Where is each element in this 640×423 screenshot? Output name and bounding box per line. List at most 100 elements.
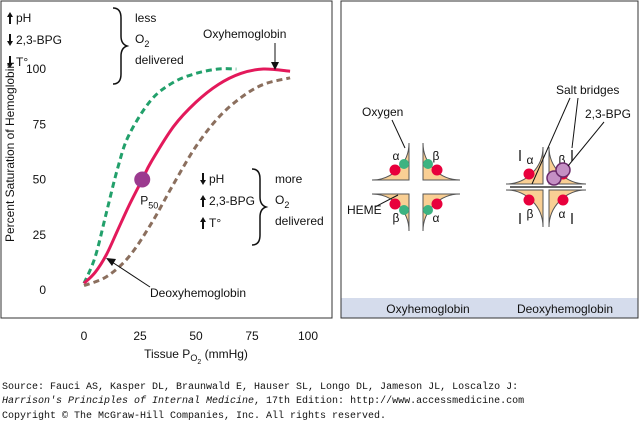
subunit-notch: [573, 148, 585, 160]
y-tick-label: 0: [39, 283, 46, 297]
subunit-label: α: [527, 153, 534, 167]
pointer: [391, 119, 406, 149]
caption-band: [341, 298, 638, 318]
heme: [389, 164, 401, 176]
label: less: [135, 11, 156, 25]
heme: [557, 194, 569, 206]
x-label-sub: O: [190, 353, 197, 363]
oxygen: [423, 205, 433, 215]
subunit-notch: [507, 214, 519, 226]
pointer: [374, 194, 399, 208]
y-axis-label: Percent Saturation of Hemoglobin: [3, 62, 17, 242]
label: O2: [275, 193, 289, 210]
curve: [82, 67, 291, 285]
right-panel: [340, 0, 639, 319]
subunit-notch: [447, 144, 459, 156]
subunit-notch: [373, 218, 385, 230]
oxygen: [399, 205, 409, 215]
y-tick-label: 25: [33, 228, 47, 242]
curve: [83, 76, 291, 287]
left-panel: [0, 0, 333, 319]
heme: [523, 168, 535, 180]
shift-arrow: [200, 195, 206, 207]
label-sub: 50: [148, 201, 158, 211]
label-text: delivered: [275, 214, 324, 228]
label: O2: [135, 32, 149, 49]
brace: [251, 168, 269, 246]
shift-factor: 2,3-BPG: [16, 33, 62, 47]
source-line: Harrison's Principles of Internal Medici…: [2, 395, 524, 407]
subunit-label: β: [559, 153, 566, 167]
source-text: , 17th Edition: http://www.accessmedicin…: [254, 395, 524, 407]
pointer: [571, 97, 579, 149]
subunit-label: α: [393, 149, 400, 163]
book-title: Harrison's Principles of Internal Medici…: [2, 395, 254, 407]
x-label-tail: (mmHg): [201, 347, 248, 361]
y-tick-label: 50: [33, 173, 47, 187]
p50-point: [134, 171, 151, 188]
label: Salt bridges: [556, 83, 619, 97]
subunit-label: α: [559, 207, 566, 221]
annotation: Deoxyhemoglobin: [150, 286, 246, 300]
x-tick-label: 100: [298, 329, 318, 343]
shift-arrow: [7, 56, 13, 68]
curve: [82, 67, 237, 284]
shift-arrow: [7, 34, 13, 46]
x-label-subsub: 2: [197, 359, 201, 366]
caption: Deoxyhemoglobin: [517, 302, 613, 316]
shift-factor: 2,3-BPG: [209, 194, 255, 208]
x-axis-label: Tissue PO2 (mmHg): [144, 347, 248, 366]
label: more: [275, 172, 303, 186]
label-text: O: [275, 193, 284, 207]
shift-arrow: [200, 173, 206, 185]
label-text: delivered: [135, 53, 184, 67]
label: delivered: [275, 214, 324, 228]
pointer: [111, 261, 151, 288]
pointer: [567, 121, 605, 167]
x-tick-label: 25: [133, 329, 147, 343]
shift-arrow: [7, 12, 13, 24]
label: 2,3-BPG: [585, 107, 631, 121]
caption: Oxyhemoglobin: [386, 302, 469, 316]
label-text: less: [135, 11, 156, 25]
heme: [431, 198, 443, 210]
label-text: O: [135, 32, 144, 46]
label-sub: 2: [144, 39, 149, 49]
label-text: more: [275, 172, 303, 186]
arrowhead: [271, 62, 279, 70]
label: P50: [140, 194, 158, 211]
brace: [112, 7, 130, 85]
shift-factor: T°: [16, 55, 28, 69]
annotation: Oxyhemoglobin: [203, 27, 286, 41]
y-tick-label: 100: [26, 62, 46, 76]
subunit-notch: [573, 214, 585, 226]
subunit-notch: [373, 144, 385, 156]
shift-arrow: [200, 217, 206, 229]
subunit-label: α: [433, 211, 440, 225]
oxygen: [399, 159, 409, 169]
label: Oxygen: [362, 105, 403, 119]
shift-factor: pH: [16, 11, 31, 25]
subunit-label: β: [433, 149, 440, 163]
x-tick-label: 75: [245, 329, 259, 343]
copyright: Copyright © The McGraw-Hill Companies, I…: [2, 410, 386, 422]
label-text: P: [140, 194, 148, 208]
shift-factor: T°: [209, 216, 221, 230]
y-tick-label: 75: [33, 117, 47, 131]
subunit-notch: [507, 148, 519, 160]
heme: [523, 194, 535, 206]
heme: [389, 198, 401, 210]
shift-factor: pH: [209, 172, 224, 186]
pointer: [531, 97, 571, 185]
heme: [431, 164, 443, 176]
x-label-text: Tissue P: [144, 347, 190, 361]
bpg: [555, 162, 571, 178]
x-tick-label: 50: [189, 329, 203, 343]
oxygen: [423, 159, 433, 169]
subunit-notch: [447, 218, 459, 230]
x-tick-label: 0: [81, 329, 88, 343]
subunit-label: β: [527, 207, 534, 221]
arrowhead: [106, 258, 116, 266]
